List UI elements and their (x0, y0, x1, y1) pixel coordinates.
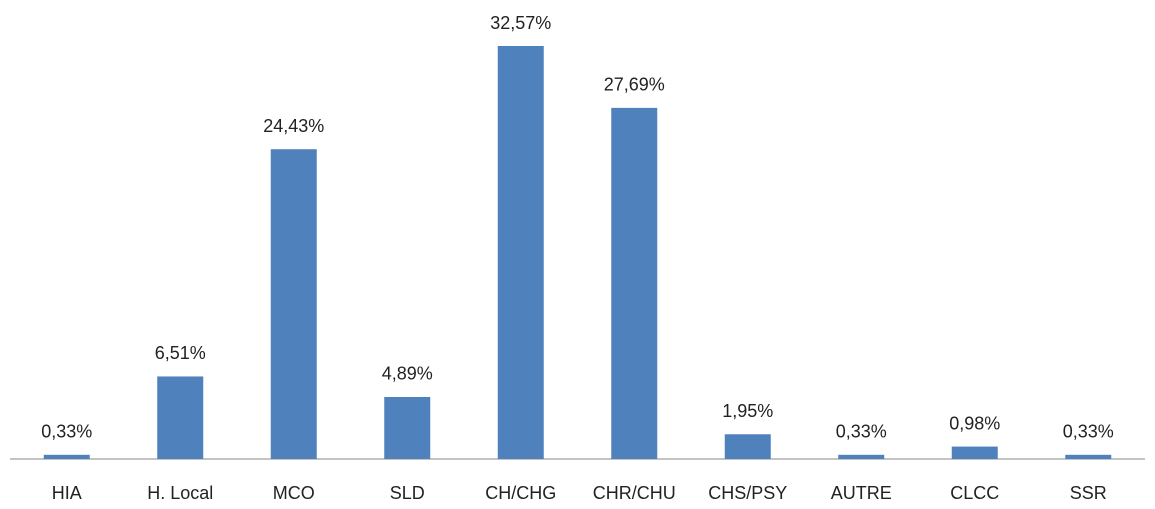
value-label: 24,43% (263, 116, 324, 136)
x-tick-label: MCO (273, 483, 315, 503)
bar (384, 396, 431, 459)
x-tick-label: SLD (390, 483, 425, 503)
bar (724, 434, 771, 459)
value-label: 27,69% (604, 75, 665, 95)
bar (1065, 454, 1112, 459)
bar (43, 454, 90, 459)
value-label: 0,33% (1063, 422, 1114, 442)
x-tick-label: H. Local (147, 483, 213, 503)
x-tick-label: AUTRE (831, 483, 892, 503)
value-label: 6,51% (155, 343, 206, 363)
value-label: 0,33% (41, 422, 92, 442)
value-label: 0,33% (836, 422, 887, 442)
bar (157, 376, 204, 459)
x-tick-label: CLCC (950, 483, 999, 503)
value-label: 0,98% (949, 413, 1000, 433)
bar (838, 454, 885, 459)
value-label: 1,95% (722, 401, 773, 421)
x-tick-label: CHS/PSY (708, 483, 787, 503)
value-label: 4,89% (382, 364, 433, 384)
value-label: 32,57% (490, 13, 551, 33)
x-tick-label: SSR (1070, 483, 1107, 503)
bar (611, 107, 658, 460)
x-tick-label: HIA (52, 483, 82, 503)
bar (270, 149, 317, 459)
x-tick-label: CHR/CHU (593, 483, 676, 503)
x-tick-label: CH/CHG (485, 483, 556, 503)
bar (497, 46, 544, 459)
bar (951, 446, 998, 459)
